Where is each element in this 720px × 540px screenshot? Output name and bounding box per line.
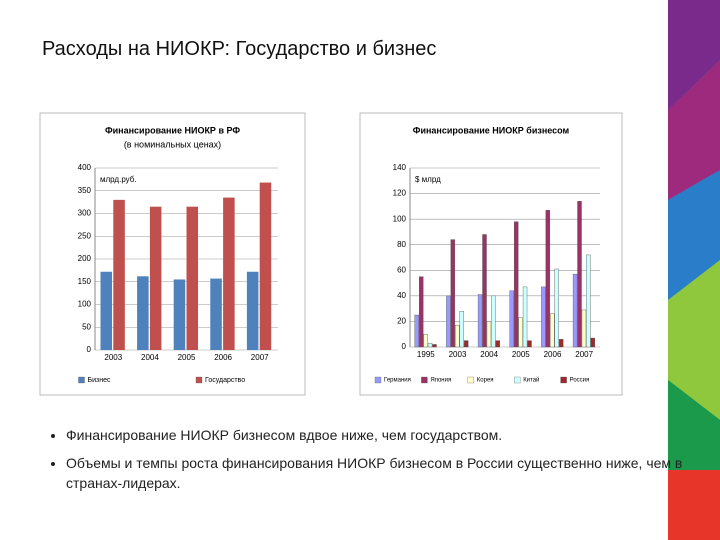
bar	[246, 271, 259, 350]
legend-label: Государство	[205, 377, 245, 384]
y-tick-label: 100	[393, 214, 407, 223]
x-tick-label: 2006	[214, 353, 232, 362]
bar	[491, 295, 496, 348]
x-tick-label: 2005	[512, 350, 530, 359]
bar	[572, 273, 578, 348]
chart-title: Финансирование НИОКР бизнесом	[413, 125, 570, 135]
chart-subtitle: (в номинальных ценах)	[124, 139, 221, 149]
legend-swatch	[467, 376, 474, 384]
bar	[173, 279, 186, 350]
bar	[577, 201, 582, 348]
bar	[259, 182, 272, 350]
bar	[527, 340, 532, 348]
bar	[100, 271, 113, 350]
x-tick-label: 2003	[449, 350, 467, 359]
bar	[558, 339, 564, 348]
legend-swatch	[374, 376, 382, 384]
bar	[210, 278, 222, 350]
y-tick-label: 300	[78, 209, 92, 218]
annotation: млрд.руб.	[100, 175, 137, 184]
bar	[455, 325, 460, 348]
bullets: Финансирование НИОКР бизнесом вдвое ниже…	[40, 425, 686, 501]
x-tick-label: 2004	[480, 350, 498, 359]
y-tick-label: 120	[393, 189, 407, 198]
legend-label: Япония	[430, 378, 451, 384]
legend-swatch	[560, 376, 567, 384]
bar	[541, 286, 546, 348]
y-tick-label: 400	[78, 163, 92, 172]
bar	[446, 295, 451, 348]
x-tick-label: 2007	[251, 353, 269, 362]
bar	[495, 340, 501, 348]
x-tick-label: 1995	[417, 350, 435, 359]
x-tick-label: 2006	[544, 350, 562, 359]
bullet: Объемы и темпы роста финансирования НИОК…	[66, 453, 686, 493]
bar	[186, 206, 199, 350]
bar	[545, 209, 551, 348]
legend-label: Германия	[384, 378, 411, 384]
y-tick-label: 350	[78, 186, 92, 195]
bar	[477, 294, 483, 348]
bar	[463, 340, 469, 348]
y-tick-label: 0	[402, 342, 407, 351]
legend-swatch	[195, 376, 203, 384]
bar	[509, 290, 514, 348]
x-tick-label: 2004	[141, 353, 159, 362]
chart-title: Финансирование НИОКР в РФ	[105, 125, 240, 135]
bar	[550, 313, 555, 348]
legend-label: Бизнес	[88, 377, 111, 384]
annotation: $ млрд	[415, 175, 441, 184]
bar	[432, 344, 437, 348]
bar	[586, 254, 591, 348]
y-tick-label: 100	[78, 300, 92, 309]
decor	[668, 0, 720, 540]
legend-label: Корея	[477, 378, 494, 384]
x-tick-label: 2005	[178, 353, 196, 362]
bar	[137, 276, 149, 350]
legend-swatch	[78, 376, 85, 384]
bar	[149, 206, 162, 350]
x-tick-label: 2007	[575, 350, 593, 359]
bar	[518, 317, 523, 348]
bar	[513, 221, 519, 348]
y-tick-label: 150	[78, 277, 92, 286]
bar	[522, 286, 528, 348]
y-tick-label: 200	[78, 254, 92, 263]
bar	[590, 337, 596, 348]
bar	[459, 311, 464, 348]
bar	[450, 239, 456, 348]
bar	[554, 268, 559, 348]
y-tick-label: 40	[397, 291, 406, 300]
y-tick-label: 250	[78, 231, 92, 240]
bar	[423, 334, 428, 348]
bar	[414, 314, 419, 348]
y-tick-label: 140	[393, 163, 407, 172]
y-tick-label: 0	[87, 345, 92, 354]
bar	[418, 276, 424, 348]
bullet: Финансирование НИОКР бизнесом вдвое ниже…	[66, 425, 686, 445]
legend-label: Китай	[523, 377, 539, 384]
bar	[223, 197, 235, 350]
x-tick-label: 2003	[104, 353, 122, 362]
y-tick-label: 60	[397, 265, 406, 274]
y-tick-label: 80	[397, 240, 406, 249]
bar	[427, 342, 433, 348]
y-tick-label: 20	[397, 317, 406, 326]
legend-label: Россия	[570, 378, 590, 384]
legend-swatch	[421, 376, 428, 384]
bar	[486, 321, 492, 348]
bar	[482, 234, 487, 348]
slide-title: Расходы на НИОКР: Государство и бизнес	[42, 38, 437, 60]
legend-swatch	[514, 376, 521, 384]
bar	[113, 199, 125, 350]
y-tick-label: 50	[82, 322, 91, 331]
bar	[581, 309, 587, 348]
